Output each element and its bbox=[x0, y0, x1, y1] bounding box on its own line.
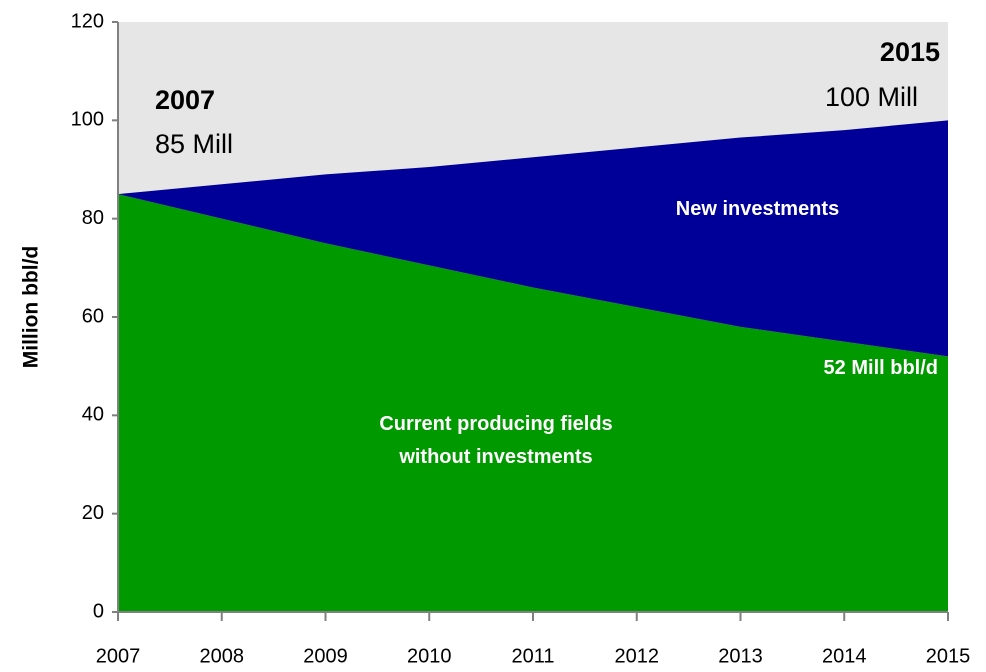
x-tick-label: 2008 bbox=[200, 645, 245, 667]
y-tick-label: 40 bbox=[82, 404, 104, 426]
area-label: Current producing fields without investm… bbox=[379, 413, 613, 468]
area-label: New investments bbox=[675, 198, 840, 220]
x-tick-label: 2015 bbox=[926, 645, 971, 667]
y-axis-label: Million bbl/d bbox=[20, 246, 43, 368]
y-tick-label: 60 bbox=[82, 305, 104, 327]
y-tick-label: 20 bbox=[82, 502, 104, 524]
annotation: 52 Mill bbl/d bbox=[823, 357, 938, 379]
x-tick-label: 2012 bbox=[615, 645, 660, 667]
x-tick-label: 2011 bbox=[511, 645, 554, 667]
x-tick-label: 2009 bbox=[303, 645, 348, 667]
annotation: 2007 bbox=[155, 85, 216, 115]
area bbox=[118, 120, 948, 357]
x-tick-label: 2010 bbox=[407, 645, 452, 667]
x-tick-label: 2014 bbox=[822, 645, 867, 667]
y-tick-label: 0 bbox=[93, 600, 104, 622]
x-tick-label: 2007 bbox=[96, 645, 141, 667]
annotation: 100 Mill bbox=[824, 82, 918, 112]
annotation: 2015 bbox=[879, 37, 940, 67]
y-tick-label: 120 bbox=[71, 10, 104, 32]
x-tick-label: 2013 bbox=[718, 645, 763, 667]
y-tick-label: 100 bbox=[71, 109, 104, 131]
area bbox=[118, 194, 948, 613]
y-tick-label: 80 bbox=[82, 207, 104, 229]
annotation: 85 Mill bbox=[155, 129, 234, 159]
